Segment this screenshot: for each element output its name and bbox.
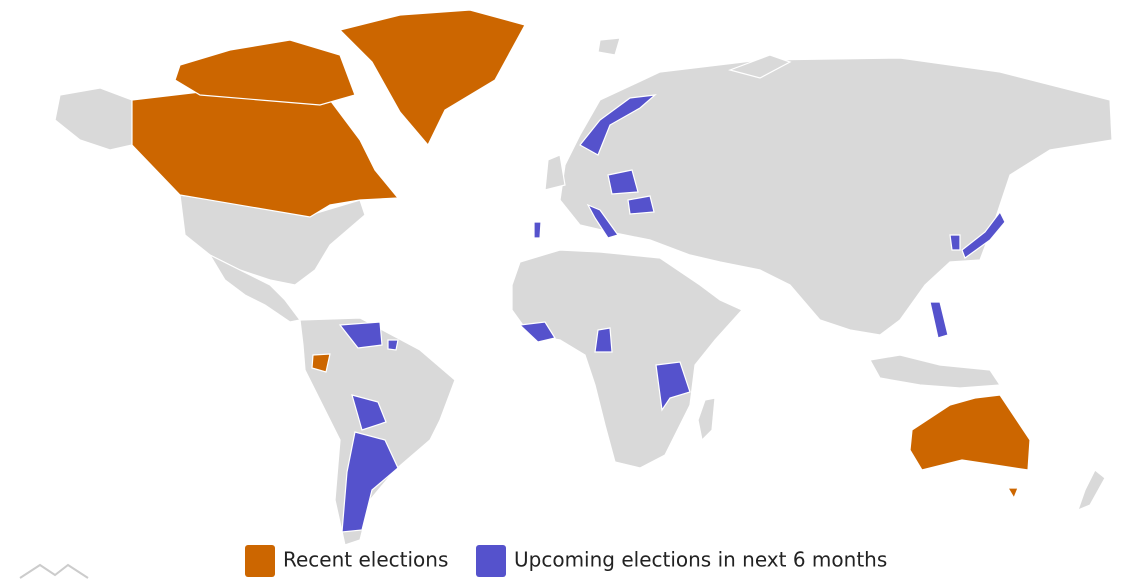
central-america xyxy=(208,253,302,323)
indonesia xyxy=(869,354,1002,389)
poland xyxy=(607,169,639,195)
eurasia xyxy=(559,57,1113,336)
argentina xyxy=(341,431,399,533)
australia xyxy=(909,394,1031,471)
alaska xyxy=(54,87,133,151)
suriname xyxy=(387,339,399,351)
greenland xyxy=(338,9,526,147)
legend-swatch xyxy=(245,545,275,577)
tanzania xyxy=(655,361,691,412)
legend: Recent elections Upcoming elections in n… xyxy=(245,545,887,577)
venezuela xyxy=(338,321,383,349)
romania xyxy=(627,195,655,215)
japan xyxy=(961,210,1006,259)
norway xyxy=(579,94,657,156)
canadian-arctic xyxy=(174,39,356,106)
cameroon xyxy=(594,327,613,353)
new-zealand xyxy=(1076,469,1106,512)
legend-label: Upcoming elections in next 6 months xyxy=(514,548,887,572)
ecuador xyxy=(311,353,331,373)
korea xyxy=(949,234,961,251)
logo-mark xyxy=(19,563,89,579)
canada xyxy=(131,91,400,218)
south-america xyxy=(299,317,456,546)
ivory-coast xyxy=(518,321,556,343)
countries xyxy=(54,9,1113,546)
philippines xyxy=(929,301,949,339)
madagascar xyxy=(697,397,716,442)
logo xyxy=(19,563,89,579)
svalbard xyxy=(597,37,621,56)
tasmania xyxy=(1006,487,1019,500)
italy xyxy=(586,203,619,239)
portugal xyxy=(533,221,542,239)
legend-swatch xyxy=(476,545,506,577)
uk xyxy=(544,154,566,191)
bolivia xyxy=(351,394,387,431)
legend-label: Recent elections xyxy=(283,548,448,572)
russian-arctic xyxy=(728,54,792,79)
